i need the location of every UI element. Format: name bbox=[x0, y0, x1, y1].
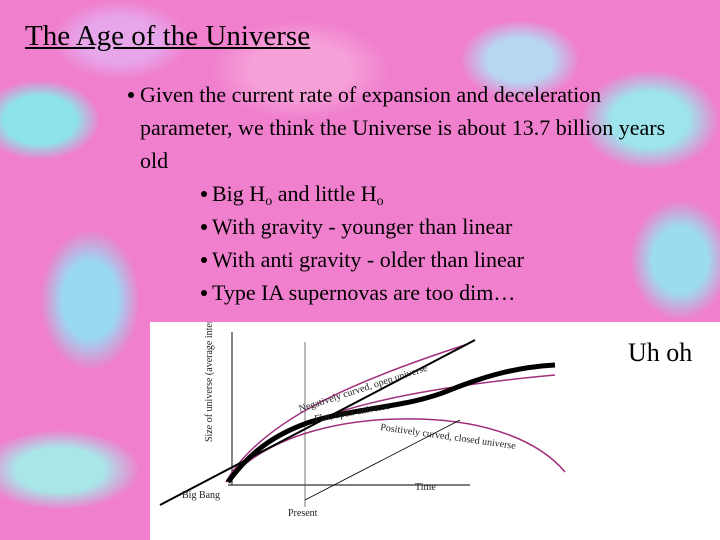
bullet-text: Big H bbox=[212, 181, 266, 206]
slide-title: The Age of the Universe bbox=[25, 20, 311, 52]
annotation: Uh oh bbox=[628, 338, 693, 367]
bullet-item: Big Ho and little Ho bbox=[128, 177, 688, 210]
bullet-marker bbox=[128, 92, 134, 98]
bullet-text: With anti gravity - older than linear bbox=[212, 247, 524, 272]
subscript: o bbox=[376, 194, 384, 209]
bullet-marker bbox=[201, 290, 207, 296]
bullet-text: With gravity - younger than linear bbox=[212, 214, 513, 239]
bullet-text: Given the current rate of expansion and … bbox=[140, 82, 666, 173]
bullet-item: Type IA supernovas are too dim… bbox=[128, 276, 688, 309]
linear-line bbox=[159, 339, 476, 506]
bullet-text: and little H bbox=[272, 181, 377, 206]
bullet-item: With anti gravity - older than linear bbox=[128, 243, 688, 276]
open-curve bbox=[225, 343, 469, 483]
present-label: Present bbox=[288, 508, 318, 519]
expansion-diagram: Size of universe (average intergalactic … bbox=[150, 322, 720, 540]
diagram-background bbox=[150, 322, 720, 540]
bullet-text: Type IA supernovas are too dim… bbox=[212, 280, 516, 305]
accelerating-curve bbox=[225, 362, 556, 484]
origin-label: Big Bang bbox=[182, 490, 220, 501]
subscript: o bbox=[265, 194, 273, 209]
bullet-item: Given the current rate of expansion and … bbox=[128, 78, 688, 177]
thin-line bbox=[304, 419, 461, 501]
x-axis-label: Time bbox=[415, 482, 436, 493]
bullet-marker bbox=[201, 191, 207, 197]
bullet-marker bbox=[201, 257, 207, 263]
bullet-marker bbox=[201, 224, 207, 230]
bullet-list: Given the current rate of expansion and … bbox=[128, 78, 688, 309]
y-axis-label: Size of universe (average intergalactic … bbox=[204, 322, 215, 442]
bullet-item: With gravity - younger than linear bbox=[128, 210, 688, 243]
